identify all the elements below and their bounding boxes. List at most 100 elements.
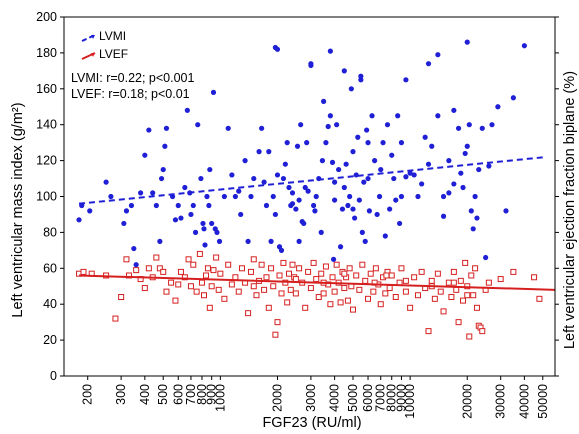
lvef-point xyxy=(270,283,277,290)
lvmi-point xyxy=(336,166,342,173)
lvmi-point xyxy=(263,202,270,209)
lvef-point xyxy=(245,310,252,317)
x-tick-label: 600 xyxy=(171,384,185,405)
lvmi-point xyxy=(495,104,501,110)
lvef-point xyxy=(414,292,421,299)
lvmi-point xyxy=(318,229,324,235)
lvef-point xyxy=(118,294,125,301)
x-tick-label: 9000 xyxy=(394,384,408,412)
lvef-point xyxy=(313,276,320,283)
x-tick-label: 50000 xyxy=(536,384,550,419)
lvef-point xyxy=(160,268,167,275)
lvef-point xyxy=(261,286,268,293)
legend-lvef-label: LVEF xyxy=(99,47,128,61)
x-tick-label: 900 xyxy=(205,384,219,405)
lvmi-point xyxy=(272,211,278,218)
lvmi-point xyxy=(451,107,457,113)
lvef-point xyxy=(341,270,348,277)
lvmi-point xyxy=(298,122,304,128)
lvmi-point xyxy=(133,262,139,268)
lvef-point xyxy=(217,270,224,277)
lvmi-point xyxy=(350,206,356,212)
lvmi-point xyxy=(280,175,287,182)
lvmi-point xyxy=(332,197,338,203)
lvef-point xyxy=(235,288,242,295)
lvmi-point xyxy=(341,184,347,191)
lvmi-point xyxy=(415,193,421,200)
lvef-point xyxy=(238,265,245,272)
lvef-point xyxy=(383,272,390,279)
lvmi-point xyxy=(425,161,432,167)
lvef-point xyxy=(198,279,205,286)
lvef-point xyxy=(341,285,348,292)
lvef-point xyxy=(250,283,257,290)
lvmi-point xyxy=(204,193,210,200)
lvef-point xyxy=(434,270,441,277)
lvmi-point xyxy=(266,149,272,155)
lvef-point xyxy=(462,259,469,266)
lvmi-point xyxy=(296,197,302,203)
y-tick-label: 180 xyxy=(36,46,57,60)
lvef-point xyxy=(268,265,275,272)
lvmi-point xyxy=(510,95,516,101)
lvmi-point xyxy=(365,175,371,182)
lvef-point xyxy=(221,295,228,302)
lvef-point xyxy=(431,295,438,302)
x-tick-label: 20000 xyxy=(460,384,474,419)
lvmi-point xyxy=(376,193,383,200)
lvmi-point xyxy=(337,244,344,250)
x-tick-label: 5000 xyxy=(346,384,360,412)
lvmi-point xyxy=(361,179,367,185)
lvmi-point xyxy=(353,172,359,178)
lvmi-point xyxy=(108,193,114,200)
x-tick-label: 1000 xyxy=(213,384,227,412)
lvmi-point xyxy=(242,158,248,164)
x-tick-label: 200 xyxy=(81,384,95,405)
lvmi-point xyxy=(503,208,509,214)
lvmi-point xyxy=(293,206,299,212)
lvmi-point xyxy=(476,166,482,173)
lvmi-point xyxy=(259,125,265,131)
lvef-point xyxy=(285,270,292,277)
lvef-point xyxy=(292,276,299,283)
lvef-point xyxy=(479,328,486,335)
lvmi-point xyxy=(178,215,184,221)
lvmi-point xyxy=(398,140,405,146)
lvmi-point xyxy=(206,202,212,209)
y-tick-label: 140 xyxy=(36,118,57,132)
lvef-points xyxy=(76,250,543,340)
lvef-point xyxy=(372,265,379,272)
lvmi-point xyxy=(236,188,242,194)
y-tick-label: 200 xyxy=(36,10,57,24)
lvmi-point xyxy=(310,202,317,209)
lvmi-point xyxy=(479,125,485,131)
lvmi-point xyxy=(521,43,527,49)
lvef-point xyxy=(175,281,182,288)
legend-lvmi-label: LVMI xyxy=(99,29,126,43)
lvmi-point xyxy=(440,213,447,219)
legend-lvef-arrowhead xyxy=(91,53,95,57)
lvmi-point xyxy=(221,193,227,200)
lvmi-point xyxy=(348,86,354,92)
lvef-point xyxy=(274,319,281,326)
lvef-point xyxy=(202,272,209,279)
lvmi-point xyxy=(387,206,393,212)
legend: LVMI LVEF xyxy=(81,29,128,61)
y-tick-label: 160 xyxy=(36,82,57,96)
lvef-point xyxy=(425,328,432,335)
lvef-point xyxy=(329,274,336,281)
lvef-point xyxy=(305,268,312,275)
x-tick-label: 6000 xyxy=(361,384,375,412)
y-axis: 0 20 40 60 80 100 120 140 160 180 200 xyxy=(36,10,559,383)
lvmi-point xyxy=(486,163,492,169)
lvmi-point xyxy=(362,238,368,244)
lvmi-point xyxy=(350,149,356,155)
lvmi-point xyxy=(175,202,181,209)
lvmi-point xyxy=(146,127,152,133)
lvmi-point xyxy=(128,202,135,209)
lvmi-point xyxy=(163,125,170,131)
lvmi-point xyxy=(330,256,337,262)
lvmi-point xyxy=(256,149,262,155)
x-axis-title: FGF23 (RU/ml) xyxy=(262,415,361,431)
lvef-point xyxy=(145,265,152,272)
